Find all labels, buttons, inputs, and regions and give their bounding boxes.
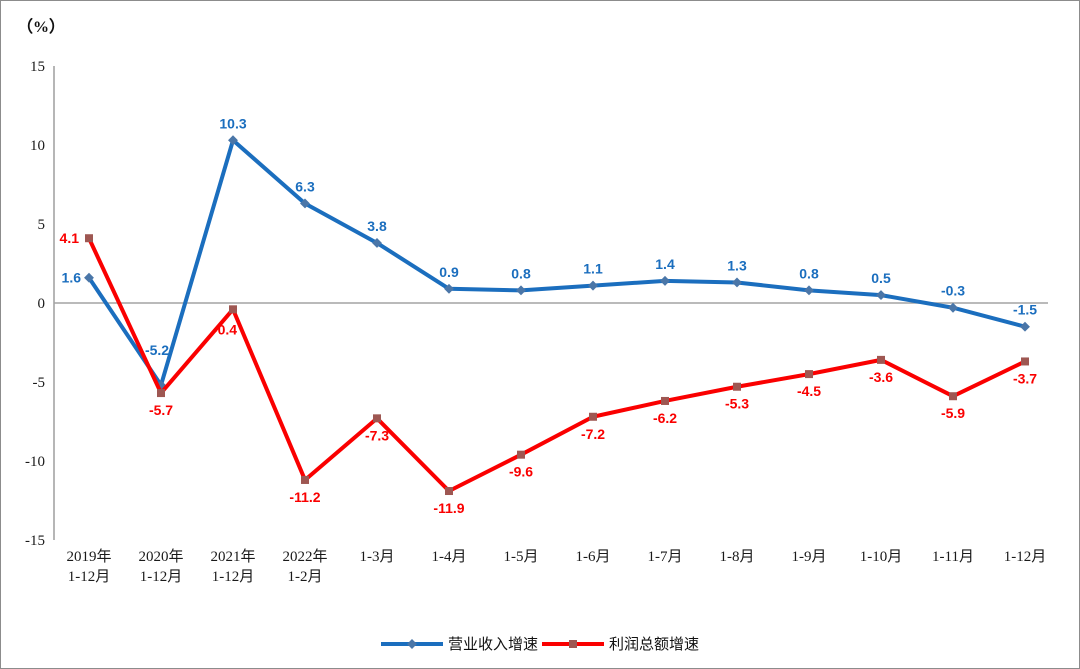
data-point-marker	[1021, 357, 1029, 366]
data-point-label: -3.6	[869, 369, 893, 385]
legend-line-sample-revenue	[380, 638, 443, 649]
data-point-label: 1.6	[62, 270, 82, 286]
x-category-label: 1-8月	[720, 549, 755, 565]
data-point-label: -9.6	[509, 464, 533, 480]
data-point-label: 1.4	[655, 256, 675, 272]
data-point-label: -11.9	[433, 500, 464, 516]
data-point-marker	[588, 280, 598, 291]
legend: 营业收入增速 利润总额增速	[1, 633, 1079, 654]
data-point-marker	[300, 198, 310, 209]
y-tick-label: 10	[30, 138, 45, 154]
data-point-label: -6.2	[653, 410, 677, 426]
x-category-label: 1-5月	[504, 549, 539, 565]
legend-square-marker-icon	[569, 639, 577, 648]
data-point-label: -7.2	[581, 426, 605, 442]
data-point-marker	[949, 392, 957, 401]
data-point-label: 1.3	[727, 257, 747, 273]
x-category-label: 1-6月	[576, 549, 611, 565]
data-point-marker	[876, 290, 886, 301]
x-category-label: 2019年 1-12月	[66, 548, 111, 585]
legend-item-profit: 利润总额增速	[542, 633, 699, 654]
legend-label-revenue: 营业收入增速	[447, 637, 538, 653]
data-point-label: -5.7	[149, 402, 173, 418]
data-point-marker	[732, 277, 742, 288]
data-point-label: 3.8	[367, 218, 387, 234]
y-tick-label: -15	[25, 533, 45, 549]
legend-item-revenue: 营业收入增速	[380, 633, 538, 654]
legend-line-sample-profit	[542, 639, 604, 648]
data-point-marker	[157, 389, 165, 398]
data-point-label: -0.4	[213, 321, 237, 337]
data-point-label: 1.1	[583, 261, 603, 277]
y-tick-label: 5	[38, 217, 46, 233]
data-point-marker	[372, 238, 382, 248]
data-point-label: -7.3	[365, 427, 389, 443]
data-point-label: -5.2	[145, 342, 169, 358]
line-chart: 15 10 5 0 -5 -10 -15 2019年 1-12月 2020年 1-12月 2021年 1…	[25, 59, 1048, 585]
x-category-label: 1-7月	[648, 549, 683, 565]
x-category-label: 1-4月	[432, 549, 467, 565]
x-category-label: 1-11月	[932, 549, 974, 565]
data-point-label: -4.5	[797, 383, 821, 399]
data-point-marker	[373, 414, 381, 423]
data-point-marker	[301, 475, 309, 484]
data-point-marker	[517, 450, 525, 459]
data-point-label: -1.5	[1013, 302, 1037, 318]
data-point-label: -11.2	[289, 489, 320, 505]
x-category-label: 2020年 1-12月	[138, 548, 183, 585]
x-category-label: 1-10月	[860, 549, 903, 565]
data-point-marker	[589, 412, 597, 421]
data-point-marker	[804, 285, 814, 296]
legend-diamond-marker-icon	[407, 638, 417, 649]
series-line-0	[87, 138, 1027, 388]
y-tick-label: -5	[33, 375, 46, 391]
data-point-marker	[85, 234, 93, 243]
data-point-label: -3.7	[1013, 370, 1037, 386]
data-point-marker	[516, 285, 526, 296]
data-point-label: 4.1	[60, 230, 80, 246]
data-point-label: 10.3	[219, 115, 246, 131]
data-point-marker	[661, 396, 669, 405]
data-point-label: -0.3	[941, 283, 965, 299]
data-point-label: -5.3	[725, 396, 749, 412]
data-point-marker	[444, 283, 454, 294]
data-point-marker	[948, 302, 958, 313]
data-point-marker	[229, 305, 237, 314]
series-line-1	[87, 236, 1027, 494]
data-point-label: 0.8	[511, 265, 531, 281]
x-category-label: 1-12月	[1004, 549, 1047, 565]
data-point-label: 0.9	[439, 264, 459, 280]
y-tick-label: 15	[30, 59, 45, 75]
data-point-label: -5.9	[941, 405, 965, 421]
data-point-label: 0.8	[799, 265, 819, 281]
data-point-marker	[877, 355, 885, 364]
x-category-label: 1-9月	[792, 549, 827, 565]
legend-label-profit: 利润总额增速	[609, 637, 700, 653]
data-point-marker	[1020, 321, 1030, 332]
data-point-marker	[445, 487, 453, 496]
data-point-label: 6.3	[295, 178, 315, 194]
data-point-marker	[660, 275, 670, 286]
x-category-label: 2021年 1-12月	[210, 548, 255, 585]
y-tick-label: 0	[38, 296, 46, 312]
data-point-marker	[733, 382, 741, 391]
data-point-label: 0.5	[871, 270, 891, 286]
y-axis-unit-label: （%）	[17, 19, 66, 36]
data-point-marker	[805, 370, 813, 379]
y-tick-label: -10	[25, 454, 45, 470]
data-point-marker	[228, 135, 238, 146]
x-category-label: 1-3月	[360, 549, 395, 565]
x-category-label: 2022年 1-2月	[282, 548, 327, 585]
